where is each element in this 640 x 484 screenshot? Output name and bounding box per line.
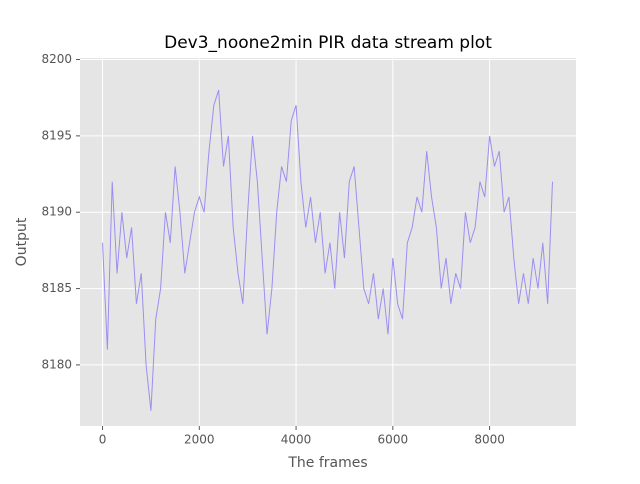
- x-tick-label: 4000: [281, 433, 312, 447]
- y-tick-label: 8185: [41, 281, 72, 295]
- x-tick-label: 0: [99, 433, 107, 447]
- y-tick-label: 8195: [41, 128, 72, 142]
- chart-title: Dev3_noone2min PIR data stream plot: [164, 33, 492, 53]
- plot-area: [80, 58, 576, 426]
- data-line: [102, 89, 553, 411]
- x-tick-label: 8000: [474, 433, 505, 447]
- x-tick-label: 2000: [184, 433, 215, 447]
- y-tick-label: 8180: [41, 357, 72, 371]
- y-tick-label: 8190: [41, 205, 72, 219]
- y-axis-label: Output: [14, 217, 30, 266]
- y-tick-label: 8200: [41, 52, 72, 66]
- x-tick-label: 6000: [378, 433, 409, 447]
- x-axis-label: The frames: [287, 455, 367, 471]
